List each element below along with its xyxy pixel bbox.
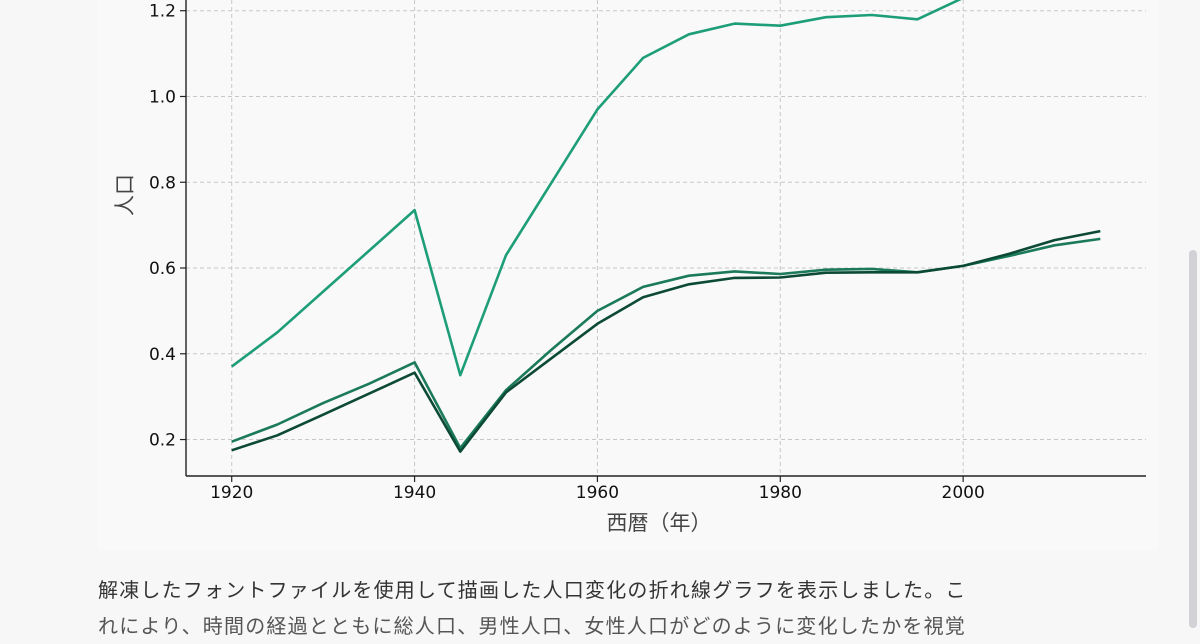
x-tick-label: 1940 bbox=[393, 483, 436, 503]
y-tick-label: 0.2 bbox=[149, 431, 176, 451]
scrollbar-thumb[interactable] bbox=[1189, 250, 1197, 628]
y-tick-label: 0.6 bbox=[149, 259, 176, 279]
population-line-chart: 1920 1940 1960 1980 2000 0.2 0.4 0.6 0.8 1.0 1.2 西… bbox=[113, 0, 1146, 535]
tick-labels: 1920 1940 1960 1980 2000 0.2 0.4 0.6 0.8 1.0 1.2 bbox=[149, 2, 985, 503]
y-axis-label: 人口 bbox=[113, 174, 137, 216]
message-line-2: れにより、時間の経過とともに総人口、男性人口、女性人口がどのように変化したかを視… bbox=[98, 614, 966, 638]
x-axis-label: 西暦（年） bbox=[607, 511, 712, 535]
series-line-2 bbox=[231, 237, 1101, 450]
x-tick-label: 1920 bbox=[210, 483, 253, 503]
chart-axes bbox=[180, 0, 1146, 482]
scrollbar[interactable] bbox=[1186, 0, 1200, 628]
y-tick-label: 0.4 bbox=[149, 345, 176, 365]
y-tick-label: 1.0 bbox=[149, 87, 176, 107]
grid-lines bbox=[186, 0, 1146, 476]
y-tick-label: 0.8 bbox=[149, 173, 176, 193]
x-tick-label: 1980 bbox=[759, 483, 802, 503]
series-line-3 bbox=[231, 229, 1101, 453]
chart-card: 1920 1940 1960 1980 2000 0.2 0.4 0.6 0.8 1.0 1.2 西… bbox=[98, 0, 1158, 550]
assistant-message: 解凍したフォントファイルを使用して描画した人口変化の折れ線グラフを表示しました。… bbox=[98, 572, 1158, 644]
series-line-1 bbox=[230, 0, 962, 377]
chart-series bbox=[230, 0, 1101, 453]
message-line-1: 解凍したフォントファイルを使用して描画した人口変化の折れ線グラフを表示しました。… bbox=[98, 578, 967, 602]
x-tick-label: 1960 bbox=[576, 483, 619, 503]
x-tick-label: 2000 bbox=[942, 483, 985, 503]
y-tick-label: 1.2 bbox=[149, 2, 176, 22]
